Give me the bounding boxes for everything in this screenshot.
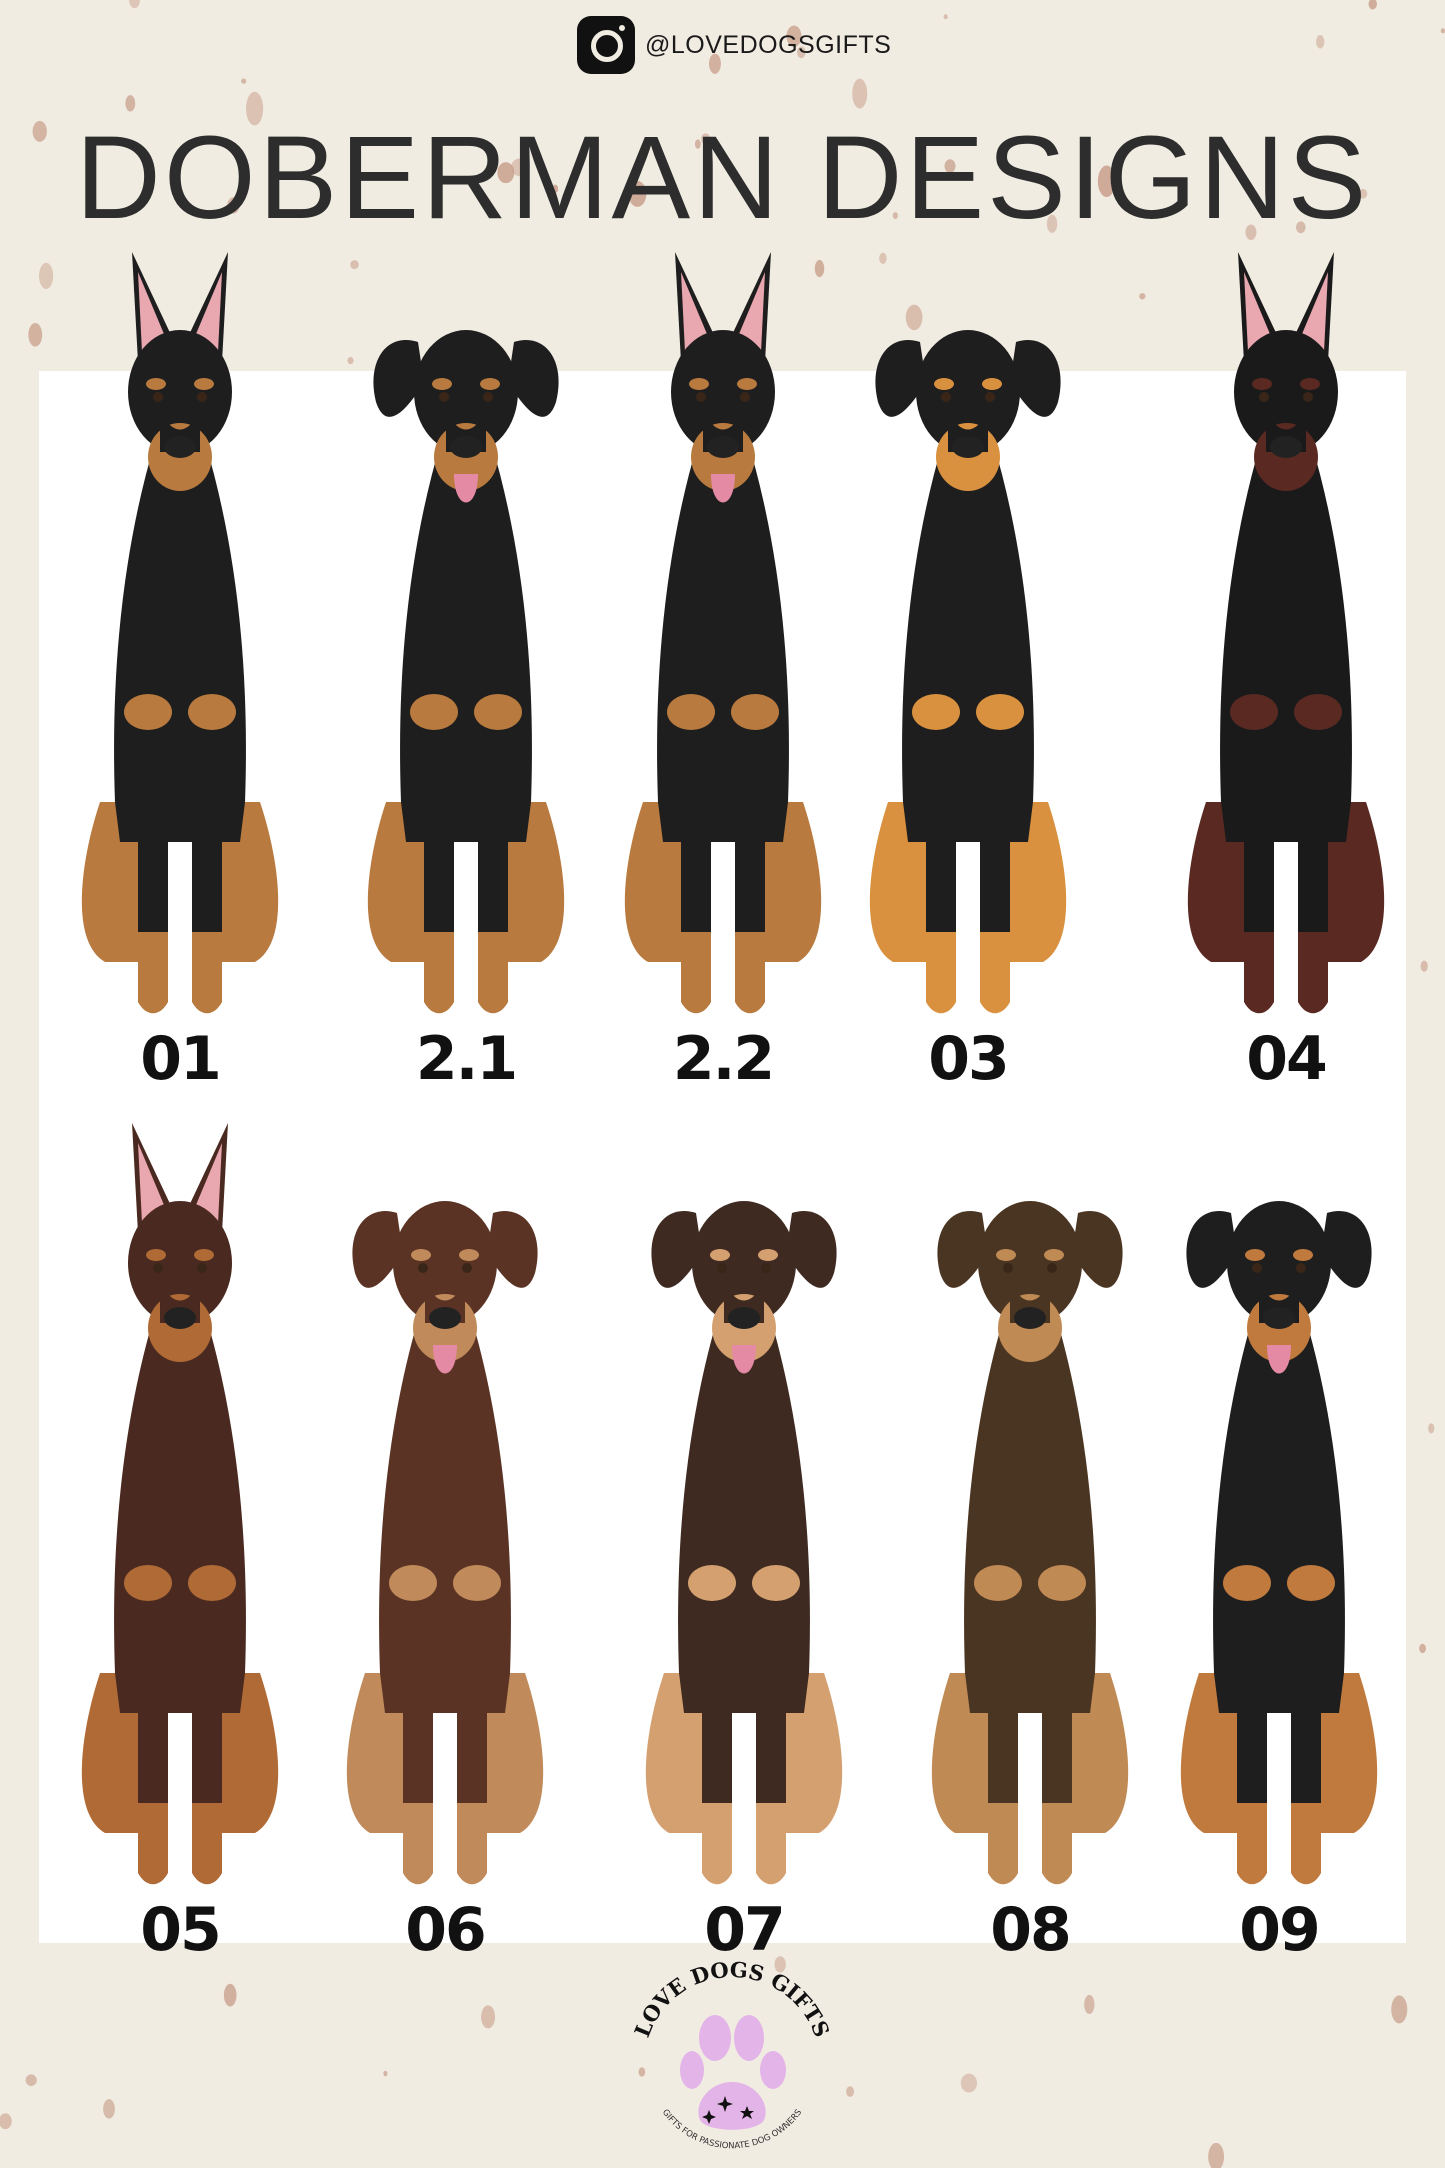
speckle: [852, 78, 868, 109]
speckle: [39, 262, 54, 290]
dog-design-08: 08: [905, 1113, 1155, 1973]
design-number: 2.1: [415, 1024, 518, 1094]
speckle: [1368, 0, 1377, 10]
speckle: [943, 14, 948, 20]
speckle: [1419, 1643, 1427, 1654]
speckle: [846, 2086, 855, 2097]
speckle: [944, 159, 956, 173]
dog-design-2.2: 2.2: [598, 242, 848, 1102]
handle-text: @LOVEDOGSGIFTS: [645, 30, 892, 59]
speckle: [1440, 28, 1445, 34]
dog-illustration: [1180, 1201, 1378, 1885]
speckle: [814, 259, 825, 278]
love-dogs-gifts-logo: LOVE DOGS GIFTS GIFTS FOR PASSIONATE DOG…: [629, 1960, 835, 2151]
speckle: [223, 1983, 237, 2007]
logo-name: LOVE DOGS GIFTS: [629, 1960, 835, 2041]
speckle: [774, 1956, 786, 1973]
speckle: [701, 133, 711, 145]
design-number: 06: [405, 1895, 487, 1965]
speckle: [1245, 224, 1257, 240]
speckle: [241, 78, 247, 84]
speckle: [1420, 960, 1428, 972]
speckle: [25, 2074, 37, 2086]
dog-design-09: 09: [1154, 1113, 1404, 1973]
speckle: [1391, 1995, 1408, 2024]
dog-design-06: 06: [320, 1113, 570, 1973]
speckle: [797, 46, 806, 59]
design-number: 04: [1246, 1024, 1328, 1094]
paw-icon: [680, 2015, 786, 2130]
speckle: [246, 91, 264, 126]
speckle: [552, 184, 559, 193]
design-number: 2.2: [672, 1024, 775, 1094]
speckle: [1316, 35, 1325, 49]
speckle: [347, 357, 354, 365]
speckle: [694, 139, 701, 149]
speckle: [227, 197, 240, 214]
dog-illustration: [81, 252, 279, 1014]
page-title: DOBERMAN DESIGNS: [75, 112, 1370, 244]
dog-illustration: [81, 1123, 279, 1885]
design-number: 03: [928, 1024, 1010, 1094]
speckle: [1097, 165, 1116, 198]
dog-illustration: [367, 330, 565, 1014]
speckle: [511, 158, 528, 177]
dog-illustration: [931, 1201, 1129, 1885]
dog-design-2.1: 2.1: [341, 242, 591, 1102]
speckle: [786, 25, 802, 47]
dog-illustration: [1187, 252, 1385, 1014]
speckle: [1046, 214, 1058, 233]
speckle: [628, 180, 647, 207]
design-number: 01: [140, 1024, 222, 1094]
design-number: 08: [990, 1895, 1072, 1965]
speckle: [1295, 221, 1306, 234]
dog-design-01: 01: [55, 242, 305, 1102]
dog-design-05: 05: [55, 1113, 305, 1973]
speckle: [1084, 1994, 1095, 2015]
speckle: [708, 53, 721, 74]
speckle: [1139, 293, 1146, 300]
dog-illustration: [869, 330, 1067, 1014]
dog-illustration: [624, 252, 822, 1014]
speckle: [879, 252, 887, 264]
design-number: 05: [140, 1895, 222, 1965]
speckle: [960, 2073, 978, 2093]
design-number: 09: [1239, 1895, 1321, 1965]
speckle: [497, 162, 515, 184]
speckle: [28, 323, 43, 347]
speckle: [481, 2005, 496, 2029]
speckle: [638, 2067, 646, 2077]
speckle: [1208, 2142, 1225, 2168]
dog-design-04: 04: [1161, 242, 1411, 1102]
instagram-icon: [577, 16, 635, 74]
speckle: [383, 2070, 388, 2077]
speckle: [892, 212, 898, 219]
speckle: [0, 2113, 12, 2130]
dog-design-07: 07: [619, 1113, 869, 1973]
speckle: [125, 95, 136, 112]
dog-illustration: [346, 1201, 544, 1885]
instagram-handle[interactable]: @LOVEDOGSGIFTS: [577, 16, 891, 74]
speckle: [350, 260, 359, 270]
speckle: [32, 120, 47, 142]
dog-design-03: 03: [843, 242, 1093, 1102]
speckle: [905, 304, 923, 331]
dog-illustration: [645, 1201, 843, 1885]
speckle: [1428, 1423, 1435, 1434]
speckle: [103, 2099, 115, 2119]
speckle: [129, 0, 140, 9]
design-number: 07: [704, 1895, 786, 1965]
sparkle-icons: [702, 2096, 754, 2124]
speckle: [1358, 188, 1368, 199]
